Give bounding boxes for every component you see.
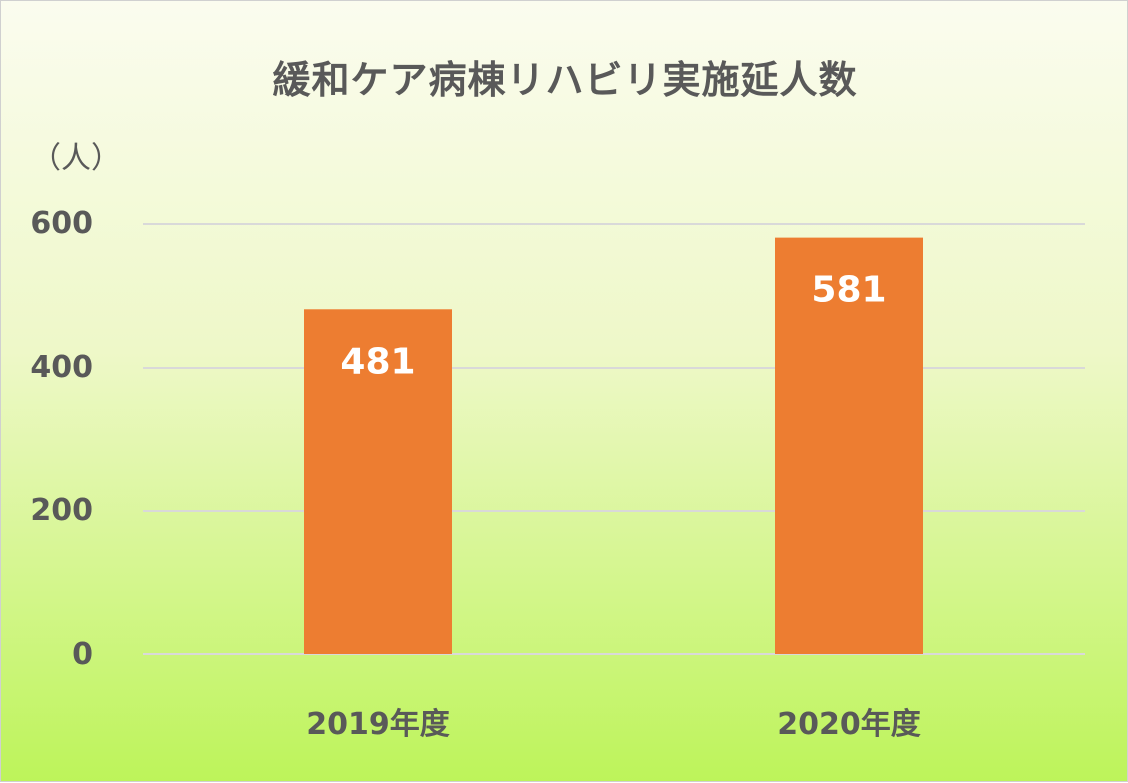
y-axis-unit-label: （人） — [31, 141, 121, 176]
bar — [304, 309, 452, 654]
y-tick-label: 600 — [30, 206, 93, 241]
chart-title: 緩和ケア病棟リハビリ実施延人数 — [272, 58, 858, 102]
x-category-label: 2019年度 — [306, 707, 450, 742]
data-label: 581 — [811, 270, 886, 311]
y-tick-label: 0 — [72, 637, 93, 672]
y-tick-label: 200 — [30, 493, 93, 528]
data-label: 481 — [340, 341, 415, 382]
x-category-label: 2020年度 — [777, 707, 921, 742]
y-tick-label: 400 — [30, 350, 93, 385]
bar — [775, 237, 923, 654]
